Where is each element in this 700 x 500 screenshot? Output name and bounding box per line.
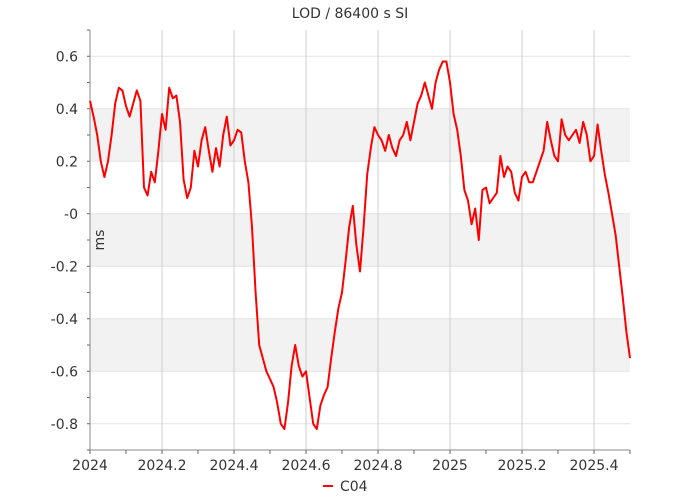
x-tick-labels: 2024 2024.2 2024.4 2024.6 2024.8 2025 2025.2 20… xyxy=(72,458,618,474)
x-tick-label: 2024 xyxy=(72,458,108,474)
y-tick-labels: 0.6 0.4 0.2 -0 -0.2 -0.4 -0.6 -0.8 xyxy=(51,49,78,433)
x-tick-label: 2024.8 xyxy=(354,458,403,474)
x-tick-label: 2024.4 xyxy=(210,458,259,474)
x-tick-label: 2025.4 xyxy=(570,458,619,474)
legend-label-c04: C04 xyxy=(340,479,368,495)
y-tick-label: 0.6 xyxy=(56,49,78,65)
plot-bands xyxy=(90,108,630,372)
plot-band xyxy=(90,213,630,267)
x-tick-label: 2025 xyxy=(432,458,468,474)
y-tick-label: -0.6 xyxy=(51,364,78,380)
series-layer xyxy=(89,60,631,430)
plot-band xyxy=(90,318,630,372)
y-tick-label: -0.8 xyxy=(51,417,78,433)
y-tick-label: -0.4 xyxy=(51,312,78,328)
y-tick-label: 0.4 xyxy=(56,102,78,118)
y-tick-label: -0 xyxy=(64,207,78,223)
x-tick-label: 2024.6 xyxy=(282,458,331,474)
axes xyxy=(87,29,631,454)
y-tick-label: 0.2 xyxy=(56,154,78,170)
x-tick-label: 2024.2 xyxy=(138,458,187,474)
legend[interactable]: C04 xyxy=(323,479,368,495)
y-tick-label: -0.2 xyxy=(51,259,78,275)
chart-title: LOD / 86400 s SI xyxy=(292,6,408,22)
y-axis-label: ms xyxy=(92,230,108,251)
series-line-c04 xyxy=(89,60,631,430)
x-tick-label: 2025.2 xyxy=(498,458,547,474)
